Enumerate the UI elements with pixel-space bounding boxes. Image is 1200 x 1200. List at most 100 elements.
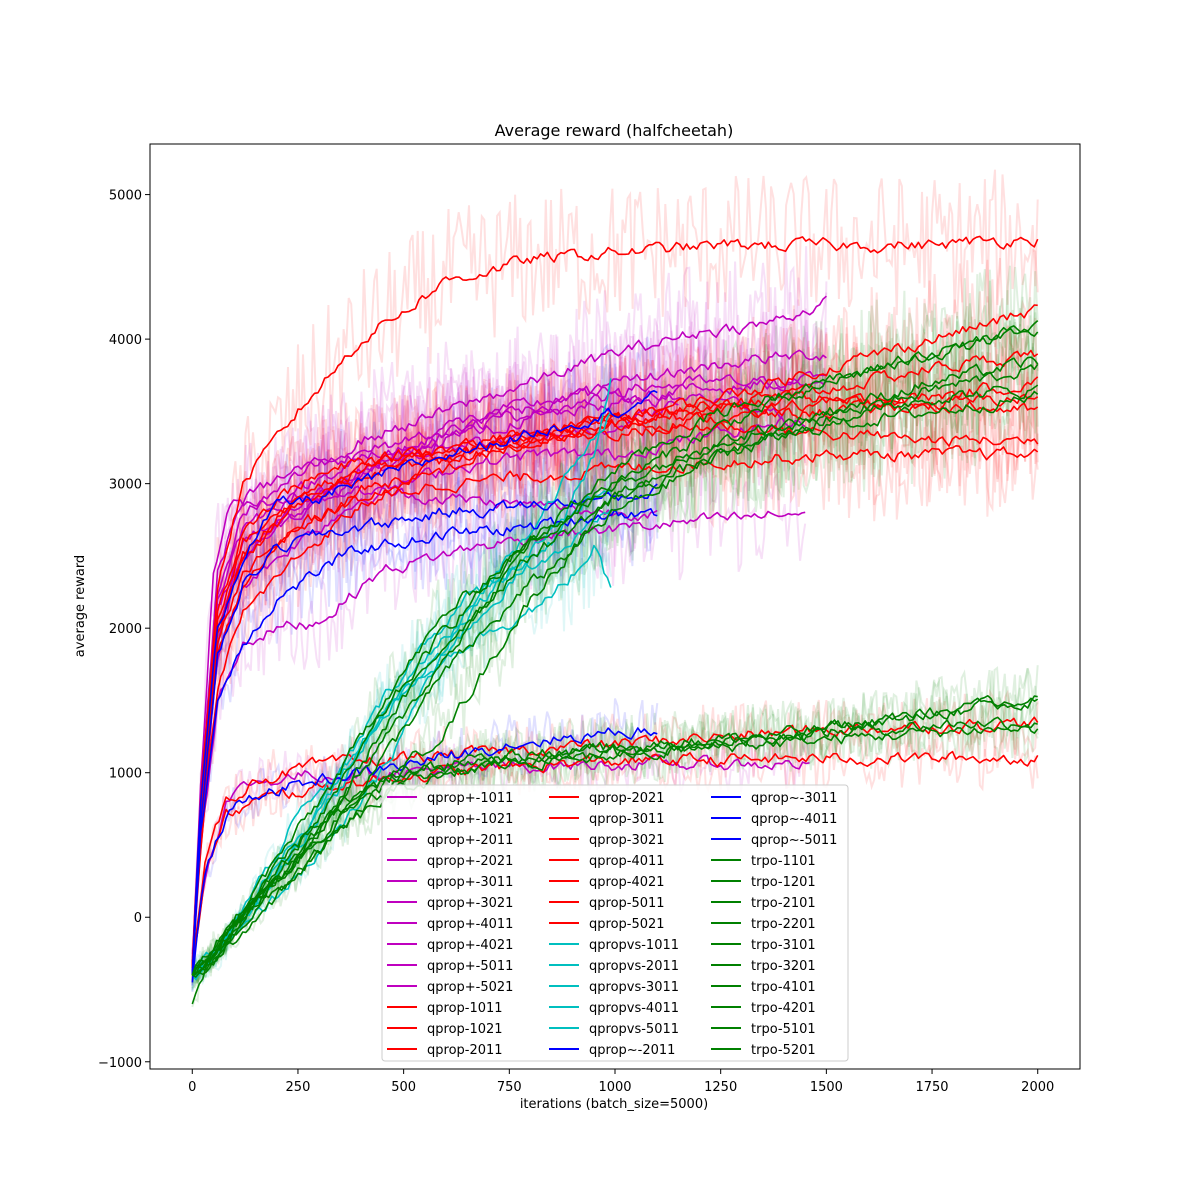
- legend-label: trpo-5201: [751, 1043, 816, 1058]
- legend-label: qprop-2011: [427, 1043, 503, 1058]
- legend-label: qprop-5021: [589, 917, 665, 932]
- series-line-trpo-2201: [191, 384, 1039, 976]
- series-line-qprop-1011: [191, 235, 1039, 968]
- y-axis-label: average reward: [73, 555, 88, 657]
- legend-label: qprop-3011: [589, 812, 665, 827]
- series-line-qpropvs-4011: [191, 544, 612, 978]
- legend-label: qpropvs-3011: [589, 980, 679, 995]
- legend-label: qpropvs-4011: [589, 1001, 679, 1016]
- x-tick-label: 1750: [915, 1080, 948, 1095]
- legend-label: qprop-1021: [427, 1022, 503, 1037]
- x-tick-label: 250: [286, 1080, 311, 1095]
- legend-label: trpo-4101: [751, 980, 816, 995]
- legend-label: qprop-4011: [589, 854, 665, 869]
- legend-label: qprop-3021: [589, 833, 665, 848]
- legend-label: qprop~-4011: [751, 812, 837, 827]
- legend-label: qprop-1011: [427, 1001, 503, 1016]
- legend: qprop+-1011 qprop+-1021 qprop+-2011 qprop+-…: [381, 784, 849, 1062]
- series-noise-qprop-1011: [191, 169, 1039, 981]
- series-line-qprop+-4021: [191, 510, 806, 968]
- legend-label: qpropvs-1011: [589, 938, 679, 953]
- legend-label: trpo-2201: [751, 917, 816, 932]
- series-noise-qprop+-1021: [191, 246, 828, 955]
- series-line-qprop~-5011: [191, 727, 658, 983]
- legend-label: trpo-4201: [751, 1001, 816, 1016]
- x-tick-label: 1000: [598, 1080, 631, 1095]
- series-line-qprop-5021: [191, 390, 1039, 968]
- legend-label: qprop+-3021: [427, 896, 513, 911]
- legend-label: qprop-4021: [589, 875, 665, 890]
- series-line-trpo-5101: [191, 695, 1038, 976]
- series-noise-qprop-2021: [191, 317, 1039, 969]
- axis-ticks: 0 250 500 750 1000 1250 1500 1750 2000 −1000 0 1000…: [98, 189, 1054, 1095]
- legend-box: [381, 784, 849, 1062]
- x-tick-label: 2000: [1021, 1080, 1054, 1095]
- series-line-qprop-2021: [191, 376, 1039, 968]
- series-line-qprop+-5011: [191, 378, 827, 968]
- legend-label: qprop+-5011: [427, 959, 513, 974]
- series-noise-qprop+-4021: [191, 465, 807, 952]
- series-noise-qprop-4011: [191, 688, 1039, 981]
- series-noise-qprop-4021: [191, 387, 1039, 984]
- series-noise-trpo-1101: [191, 265, 1039, 985]
- series-line-trpo-5201: [191, 363, 1039, 976]
- series-line-qprop-4011: [191, 716, 1039, 968]
- legend-label: qprop+-3011: [427, 875, 513, 890]
- x-tick-label: 500: [391, 1080, 416, 1095]
- legend-label: qprop~-3011: [751, 791, 837, 806]
- x-tick-label: 1500: [810, 1080, 843, 1095]
- series-line-qprop+-1021: [191, 295, 827, 968]
- legend-label: qprop+-5021: [427, 980, 513, 995]
- legend-label: qpropvs-2011: [589, 959, 679, 974]
- series-noise-qprop+-5021: [191, 329, 786, 959]
- series-noise-qpropvs-2011: [191, 424, 612, 986]
- series-line-qprop+-3011: [191, 485, 658, 968]
- series-lines: [191, 169, 1039, 1008]
- legend-label: qprop+-4021: [427, 938, 513, 953]
- legend-label: qprop~-2011: [589, 1043, 675, 1058]
- series-line-qprop~-4011: [191, 508, 658, 976]
- y-tick-label: −1000: [98, 1056, 142, 1071]
- legend-label: trpo-5101: [751, 1022, 816, 1037]
- x-tick-label: 750: [497, 1080, 522, 1095]
- series-noise-qprop+-5011: [191, 312, 828, 955]
- series-line-qprop+-4011: [191, 370, 827, 968]
- series-noise-trpo-4201: [191, 273, 1039, 990]
- chart-title: Average reward (halfcheetah): [495, 121, 734, 140]
- legend-label: qprop+-2011: [427, 833, 513, 848]
- legend-label: qprop+-1021: [427, 812, 513, 827]
- series-line-trpo-3201: [191, 390, 1039, 976]
- legend-label: qprop-2021: [589, 791, 665, 806]
- legend-label: qprop-5011: [589, 896, 665, 911]
- legend-label: trpo-2101: [751, 896, 816, 911]
- y-tick-label: 0: [134, 911, 142, 926]
- legend-label: qpropvs-5011: [589, 1022, 679, 1037]
- series-noise-qpropvs-3011: [191, 477, 612, 989]
- series-line-trpo-4201: [191, 327, 1039, 976]
- series-noise-qpropvs-5011: [191, 366, 612, 984]
- y-tick-label: 4000: [109, 333, 142, 348]
- x-tick-label: 1250: [704, 1080, 737, 1095]
- series-line-qpropvs-1011: [191, 378, 612, 976]
- series-line-qprop-4021: [191, 445, 1039, 968]
- y-tick-label: 3000: [109, 478, 142, 493]
- series-noise-qprop+-4011: [191, 309, 828, 980]
- legend-label: trpo-3101: [751, 938, 816, 953]
- series-line-qprop+-5021: [191, 393, 785, 968]
- y-tick-label: 1000: [109, 767, 142, 782]
- legend-label: qprop+-4011: [427, 917, 513, 932]
- series-noise-qprop-1021: [191, 248, 1039, 975]
- series-noise-qprop+-3021: [191, 281, 828, 958]
- series-line-qprop~-2011: [191, 390, 658, 976]
- legend-label: trpo-1201: [751, 875, 816, 890]
- x-axis-label: iterations (batch_size=5000): [520, 1097, 708, 1112]
- legend-label: trpo-1101: [751, 854, 816, 869]
- series-line-qprop+-2021: [191, 416, 806, 968]
- legend-label: qprop+-1011: [427, 791, 513, 806]
- series-noise-qprop-3021: [191, 296, 1039, 962]
- legend-label: qprop~-5011: [751, 833, 837, 848]
- y-tick-label: 2000: [109, 622, 142, 637]
- y-tick-label: 5000: [109, 189, 142, 204]
- series-line-qprop+-3021: [191, 349, 827, 968]
